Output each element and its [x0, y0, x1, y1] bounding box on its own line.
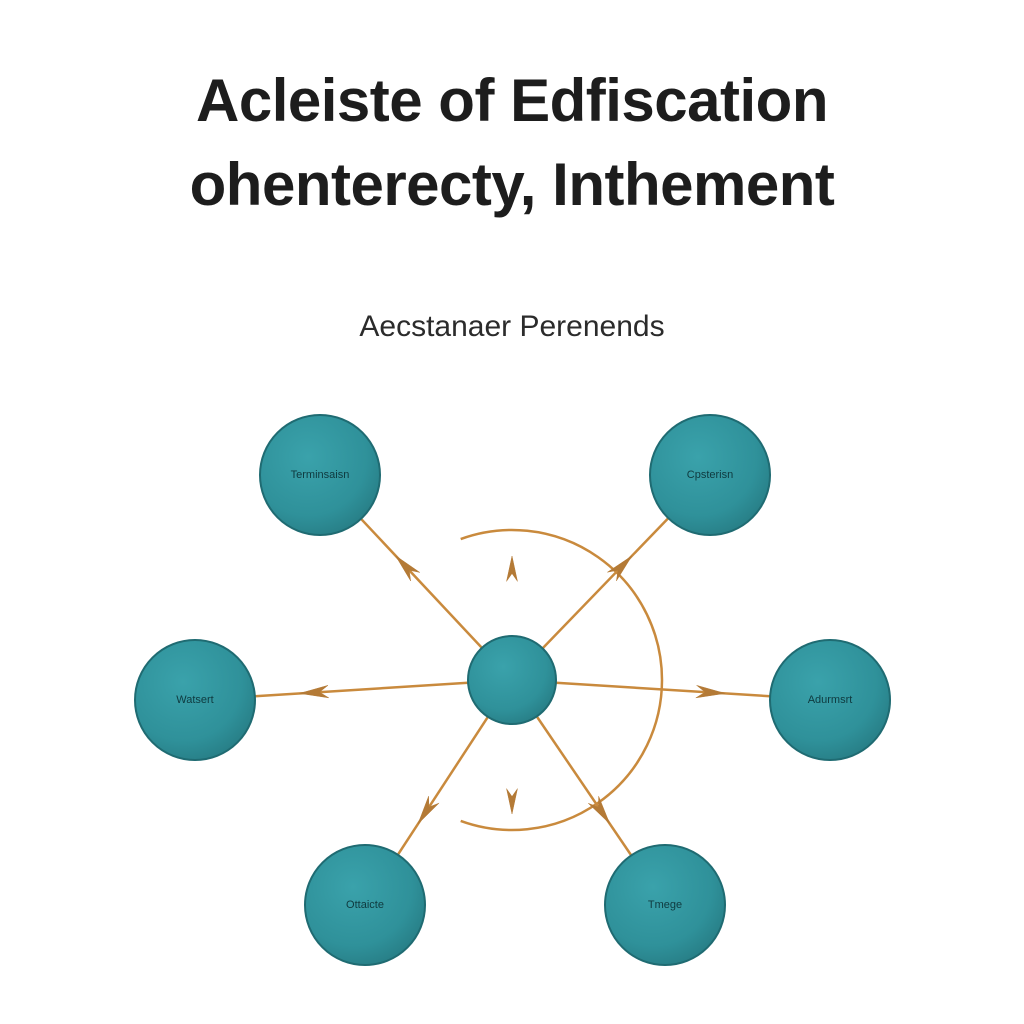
- node-label: Tmege: [648, 899, 682, 911]
- hub-node: [468, 636, 556, 724]
- diagram-node: Cpsterisn: [650, 415, 770, 535]
- nodes-layer: Terminsaisn Cpsterisn Watsert Adurmsrt Ottai…: [135, 415, 890, 965]
- spoke-line: [255, 683, 468, 696]
- diagram-node: Terminsaisn: [260, 415, 380, 535]
- diagram-node: Ottaicte: [305, 845, 425, 965]
- arrow-head-icon: [507, 789, 518, 814]
- arrow-head-icon: [507, 556, 518, 581]
- subtitle: Aecstanaer Perenends: [0, 310, 1024, 344]
- spoke-line: [398, 717, 488, 855]
- node-label: Terminsaisn: [291, 469, 350, 481]
- arrow-head-icon: [588, 796, 609, 823]
- page: Acleiste of Edfiscation ohenterecty, Int…: [0, 0, 1024, 1024]
- title-line-2: ohenterecty, Inthement: [0, 150, 1024, 219]
- diagram-node: Tmege: [605, 845, 725, 965]
- node-label: Watsert: [176, 694, 214, 706]
- network-diagram: Terminsaisn Cpsterisn Watsert Adurmsrt Ottai…: [110, 370, 914, 990]
- diagram-node: Adurmsrt: [770, 640, 890, 760]
- node-label: Cpsterisn: [687, 469, 733, 481]
- node-label: Adurmsrt: [808, 694, 853, 706]
- arrow-head-icon: [418, 796, 439, 824]
- title-line-1: Acleiste of Edfiscation: [0, 66, 1024, 135]
- node-label: Ottaicte: [346, 899, 384, 911]
- diagram-node: Watsert: [135, 640, 255, 760]
